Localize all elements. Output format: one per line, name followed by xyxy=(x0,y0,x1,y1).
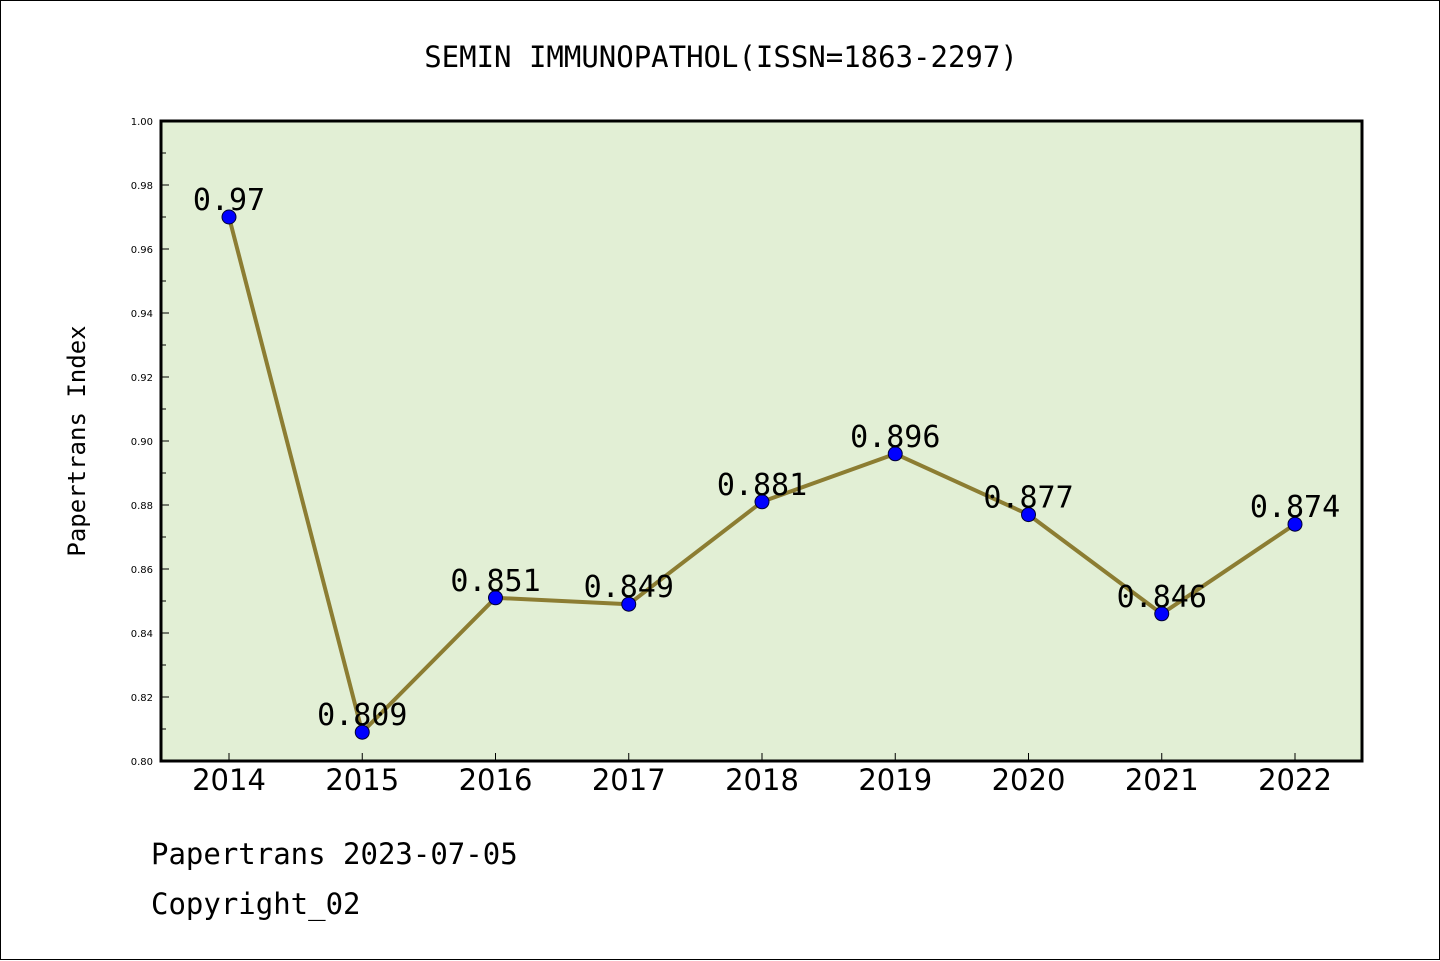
x-tick-label: 2017 xyxy=(592,763,666,797)
data-label: 0.851 xyxy=(450,564,540,599)
data-point-marker xyxy=(488,590,503,606)
x-tick-label: 2014 xyxy=(192,763,266,797)
y-tick-label: 0.98 xyxy=(131,181,153,192)
y-tick-label: 0.80 xyxy=(131,757,153,768)
y-tick-label: 0.86 xyxy=(131,565,153,576)
data-point-marker xyxy=(1154,606,1170,622)
data-point-marker xyxy=(1287,516,1303,532)
plot-border xyxy=(159,119,1364,763)
footer-copyright: Copyright_02 xyxy=(151,887,361,921)
y-tick-label: 1.00 xyxy=(131,117,153,128)
y-axis-label: Papertrans Index xyxy=(63,325,91,556)
data-point-marker xyxy=(221,209,237,225)
data-label: 0.881 xyxy=(717,468,807,503)
y-tick-label: 0.90 xyxy=(131,437,153,448)
data-point-marker xyxy=(754,494,770,510)
data-label: 0.896 xyxy=(850,420,940,455)
data-label: 0.849 xyxy=(584,570,674,605)
x-tick-label: 2020 xyxy=(992,763,1066,797)
y-tick-label: 0.94 xyxy=(131,309,153,320)
y-tick-label: 0.82 xyxy=(131,693,153,704)
x-tick-label: 2015 xyxy=(325,763,399,797)
x-tick-label: 2018 xyxy=(725,763,799,797)
x-tick-label: 2021 xyxy=(1125,763,1199,797)
y-tick-label: 0.96 xyxy=(131,245,153,256)
chart-title: SEMIN IMMUNOPATHOL(ISSN=1863-2297) xyxy=(424,40,1018,74)
footer-date: Papertrans 2023-07-05 xyxy=(151,837,518,871)
data-label: 0.809 xyxy=(317,698,407,733)
data-point-marker xyxy=(621,596,637,612)
y-tick-label: 0.92 xyxy=(131,373,153,384)
data-label: 0.877 xyxy=(983,481,1073,516)
x-tick-label: 2019 xyxy=(858,763,932,797)
y-tick-label: 0.88 xyxy=(131,501,153,512)
x-tick-label: 2016 xyxy=(459,763,533,797)
data-point-marker xyxy=(354,724,370,740)
data-label: 0.97 xyxy=(193,183,265,218)
data-label: 0.874 xyxy=(1250,490,1340,525)
x-tick-label: 2022 xyxy=(1258,763,1332,797)
data-label: 0.846 xyxy=(1117,580,1207,615)
plot-area xyxy=(161,121,1362,761)
data-point-marker xyxy=(887,446,903,462)
data-point-marker xyxy=(1021,507,1036,523)
y-tick-label: 0.84 xyxy=(131,629,153,640)
